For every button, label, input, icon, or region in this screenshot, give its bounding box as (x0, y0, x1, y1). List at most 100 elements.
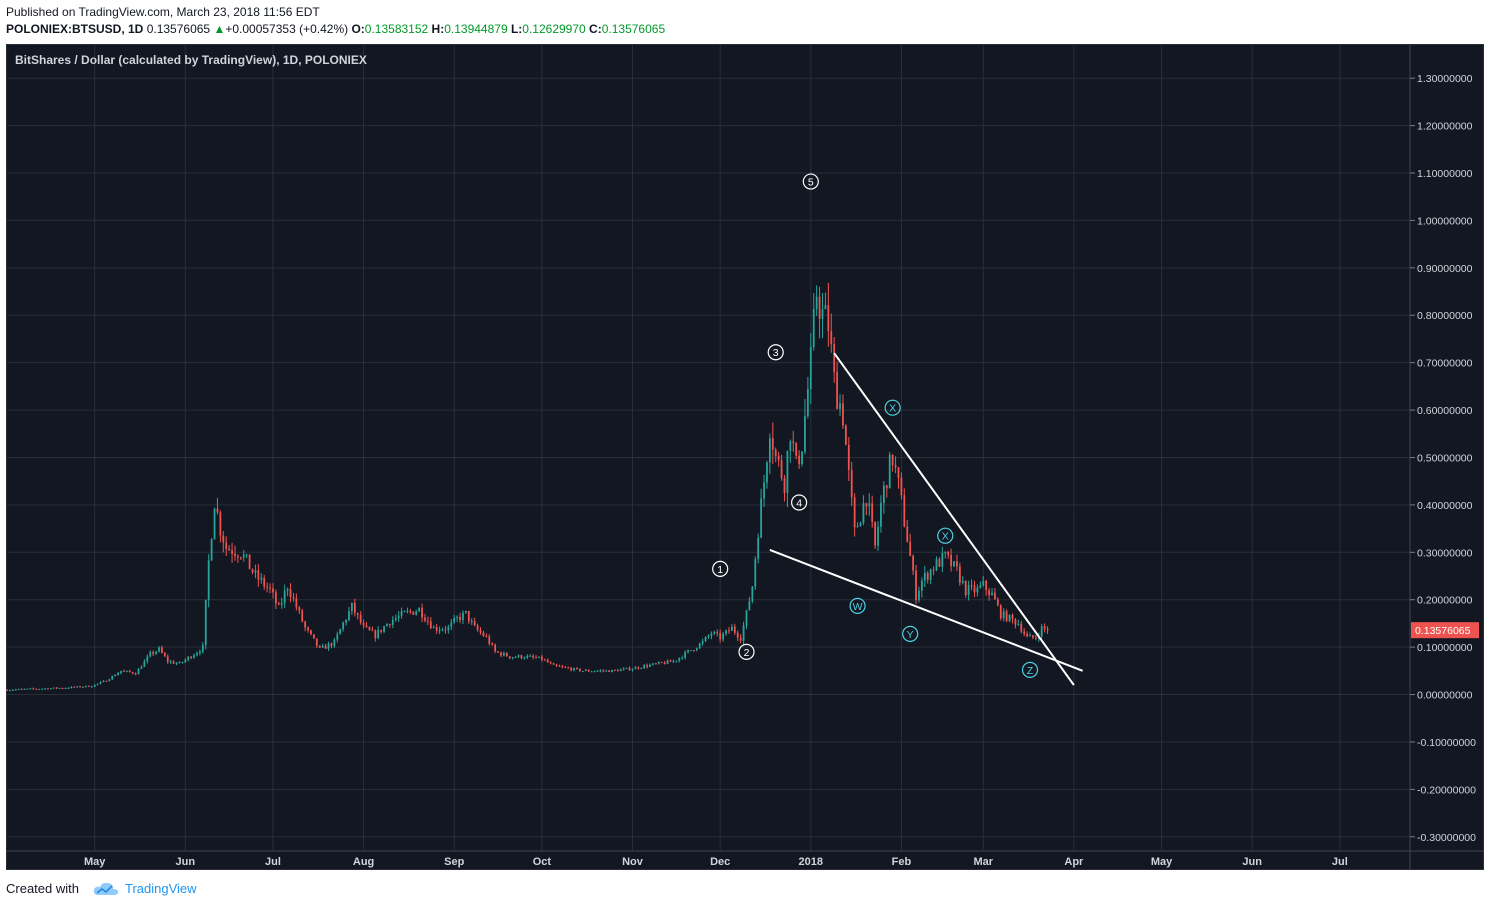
candle-body (725, 630, 727, 634)
x-tick-label: Feb (892, 856, 912, 868)
candle-body (362, 622, 365, 626)
candle-body (269, 587, 271, 589)
candle-body (178, 662, 181, 664)
candle-body (389, 624, 391, 626)
candle-body (801, 451, 803, 465)
candle-body (333, 639, 336, 646)
candle-body (169, 661, 172, 663)
last-price-badge (1411, 622, 1479, 639)
candle-body (377, 629, 380, 639)
x-tick-label: Sep (444, 856, 464, 868)
wave-label-circle (849, 597, 866, 614)
y-tick-label: 0.30000000 (1417, 547, 1473, 559)
candle-body (815, 296, 818, 310)
candle-body (716, 632, 719, 634)
candle-body (73, 686, 76, 688)
candle-body (79, 686, 81, 688)
candle-body (944, 551, 947, 554)
candle-body (1023, 631, 1026, 634)
candle-body (494, 644, 497, 652)
candle-body (263, 577, 266, 587)
candle-body (850, 469, 853, 498)
candle-body (90, 686, 93, 688)
candle-body (295, 598, 298, 608)
candle-body (11, 689, 14, 691)
candle-body (844, 425, 847, 445)
candle-body (383, 626, 385, 632)
candle-body (964, 580, 967, 596)
candle-body (833, 344, 836, 373)
candle-body (41, 688, 43, 690)
candle-body (888, 454, 891, 489)
ohlc-line: POLONIEX:BTSUSD, 1D 0.13576065 ▲+0.00057… (6, 21, 665, 38)
candle-body (301, 610, 304, 622)
candle-body (318, 645, 321, 648)
candle-body (552, 663, 555, 665)
candle-body (254, 570, 257, 573)
candle-body (201, 644, 204, 652)
candle-body (581, 671, 584, 673)
candle-body (327, 643, 330, 649)
candle-body (462, 612, 464, 621)
candle-body (573, 668, 575, 671)
candle-body (163, 652, 166, 657)
candle-body (687, 650, 689, 652)
y-tick-label: 0.90000000 (1417, 263, 1473, 275)
wave-label-circle (937, 527, 954, 544)
candle-body (149, 652, 152, 657)
candle-body (26, 688, 29, 690)
wave-label-text: 2 (744, 647, 750, 659)
candle-body (692, 650, 695, 652)
candle-body (207, 560, 210, 600)
candle-body (652, 663, 654, 665)
candle-body (985, 580, 988, 591)
candle-body (631, 669, 634, 671)
wave-label-circle (884, 399, 901, 416)
candle-body (830, 331, 833, 345)
candle-body (20, 688, 23, 690)
x-tick-label: Mar (973, 856, 993, 868)
x-tick-label: May (1151, 856, 1173, 868)
y-tick-label: 0.70000000 (1417, 358, 1473, 370)
candle-body (590, 671, 593, 673)
candle-body (958, 566, 961, 583)
wave-label-text: 5 (808, 177, 814, 189)
candle-body (532, 655, 535, 658)
open-label: O: (351, 22, 365, 36)
candle-body (58, 687, 61, 689)
x-tick-label: Jun (176, 856, 196, 868)
candle-body (1034, 637, 1037, 639)
candle-body (567, 667, 570, 669)
candle-body (707, 635, 710, 637)
candle-body (827, 305, 830, 332)
candle-body (479, 630, 482, 633)
candle-body (181, 661, 184, 663)
candle-body (701, 641, 704, 644)
candle-body (751, 586, 754, 602)
candle-body (558, 665, 561, 667)
candle-body (970, 585, 973, 587)
tradingview-link[interactable]: TradingView (85, 881, 197, 896)
candle-body (880, 502, 882, 527)
trendline (833, 352, 1075, 686)
candle-body (619, 669, 622, 672)
candle-body (730, 626, 733, 631)
candle-body (938, 559, 941, 567)
candle-body (17, 688, 20, 690)
tradingview-logo-icon (93, 882, 119, 895)
candle-body (654, 663, 657, 665)
candle-body (602, 670, 605, 672)
candle-body (298, 607, 301, 611)
candle-body (502, 653, 505, 656)
candle-body (292, 597, 295, 599)
candle-body (228, 548, 231, 551)
candle-body (356, 613, 359, 615)
high-value: 0.13944879 (444, 22, 508, 36)
candle-body (272, 588, 274, 593)
candle-body (359, 614, 362, 623)
candle-body (576, 668, 578, 670)
candle-body (6, 689, 8, 691)
candle-body (137, 668, 140, 675)
candle-body (882, 485, 885, 503)
